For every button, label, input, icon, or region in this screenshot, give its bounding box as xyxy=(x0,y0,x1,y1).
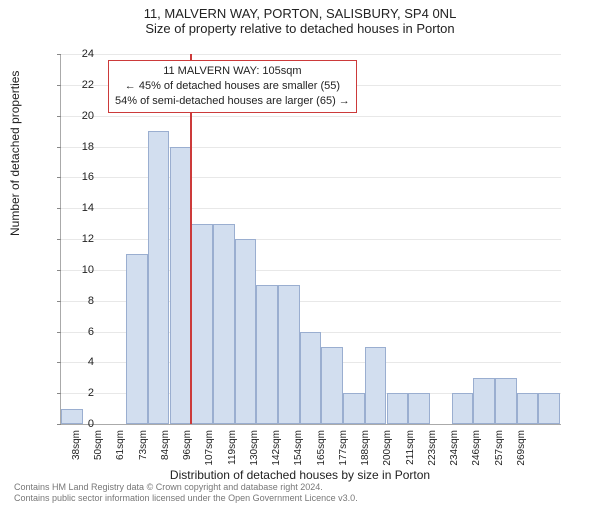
x-tick-label: 130sqm xyxy=(249,430,260,470)
gridline xyxy=(61,116,561,117)
gridline xyxy=(61,208,561,209)
callout-box: 11 MALVERN WAY: 105sqm← 45% of detached … xyxy=(108,60,357,113)
x-axis-label: Distribution of detached houses by size … xyxy=(0,468,600,482)
gridline xyxy=(61,147,561,148)
y-tick-label: 8 xyxy=(64,295,94,307)
x-tick-label: 38sqm xyxy=(71,430,82,470)
y-tick-label: 14 xyxy=(64,202,94,214)
x-tick-label: 142sqm xyxy=(271,430,282,470)
y-tick-label: 2 xyxy=(64,387,94,399)
x-tick-label: 96sqm xyxy=(182,430,193,470)
gridline xyxy=(61,177,561,178)
y-tick-label: 4 xyxy=(64,356,94,368)
histogram-bar xyxy=(278,285,300,424)
callout-line: ← 45% of detached houses are smaller (55… xyxy=(115,79,350,94)
x-tick-label: 119sqm xyxy=(227,430,238,470)
x-tick-label: 200sqm xyxy=(382,430,393,470)
x-tick-label: 211sqm xyxy=(405,430,416,470)
x-tick-label: 50sqm xyxy=(93,430,104,470)
x-tick-label: 61sqm xyxy=(115,430,126,470)
x-tick-label: 234sqm xyxy=(449,430,460,470)
callout-line: 54% of semi-detached houses are larger (… xyxy=(115,94,350,109)
x-tick-label: 269sqm xyxy=(516,430,527,470)
histogram-bar xyxy=(365,347,387,424)
gridline xyxy=(61,239,561,240)
histogram-bar xyxy=(452,393,474,424)
histogram-bar xyxy=(191,224,213,424)
gridline xyxy=(61,54,561,55)
footer-line-2: Contains public sector information licen… xyxy=(14,493,358,504)
histogram-bar xyxy=(213,224,235,424)
histogram-bar xyxy=(235,239,257,424)
histogram-bar xyxy=(517,393,539,424)
histogram-bar xyxy=(538,393,560,424)
y-tick-label: 24 xyxy=(64,48,94,60)
x-tick-label: 223sqm xyxy=(427,430,438,470)
chart-title: 11, MALVERN WAY, PORTON, SALISBURY, SP4 … xyxy=(0,6,600,21)
x-tick-label: 154sqm xyxy=(293,430,304,470)
chart-subtitle: Size of property relative to detached ho… xyxy=(0,21,600,36)
histogram-bar xyxy=(473,378,495,424)
histogram-bar xyxy=(343,393,365,424)
histogram-bar xyxy=(256,285,278,424)
histogram-bar xyxy=(300,332,322,425)
y-tick-label: 6 xyxy=(64,326,94,338)
footer-line-1: Contains HM Land Registry data © Crown c… xyxy=(14,482,358,493)
histogram-bar xyxy=(408,393,430,424)
y-tick-label: 20 xyxy=(64,110,94,122)
y-tick-label: 16 xyxy=(64,171,94,183)
y-tick-label: 22 xyxy=(64,79,94,91)
y-tick-label: 0 xyxy=(64,418,94,430)
x-tick-label: 73sqm xyxy=(138,430,149,470)
x-tick-label: 107sqm xyxy=(204,430,215,470)
histogram-bar xyxy=(495,378,517,424)
attribution-footer: Contains HM Land Registry data © Crown c… xyxy=(14,482,358,504)
y-tick-label: 18 xyxy=(64,141,94,153)
y-axis-label: Number of detached properties xyxy=(8,71,22,236)
x-tick-label: 257sqm xyxy=(494,430,505,470)
callout-line: 11 MALVERN WAY: 105sqm xyxy=(115,64,350,79)
x-tick-label: 84sqm xyxy=(160,430,171,470)
y-tick-label: 12 xyxy=(64,233,94,245)
x-tick-label: 246sqm xyxy=(471,430,482,470)
x-tick-label: 165sqm xyxy=(316,430,327,470)
histogram-bar xyxy=(148,131,170,424)
histogram-bar xyxy=(321,347,343,424)
y-tick-label: 10 xyxy=(64,264,94,276)
x-tick-label: 188sqm xyxy=(360,430,371,470)
histogram-bar xyxy=(126,254,148,424)
histogram-bar xyxy=(170,147,192,425)
x-tick-label: 177sqm xyxy=(338,430,349,470)
histogram-bar xyxy=(387,393,409,424)
